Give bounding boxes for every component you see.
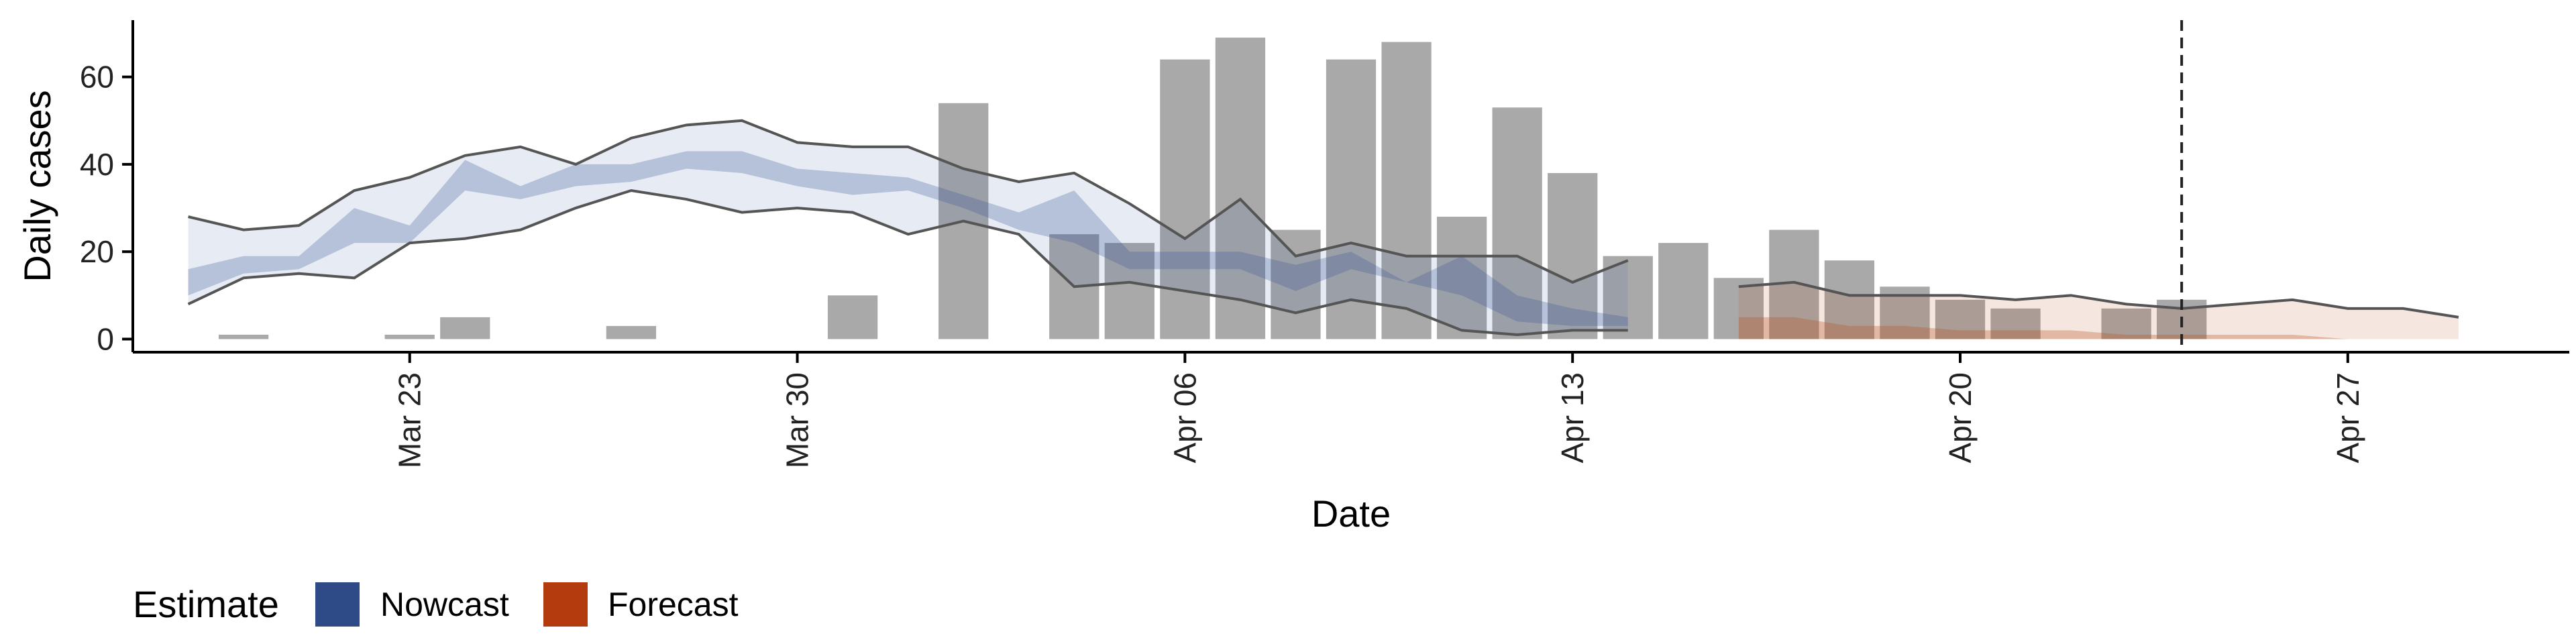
x-tick-label: Mar 23	[392, 372, 427, 468]
legend-title: Estimate	[133, 583, 279, 625]
bars-layer	[218, 38, 2207, 339]
y-tick-label: 20	[80, 234, 114, 269]
lines-layer	[187, 119, 2459, 336]
case-bar	[218, 334, 269, 339]
nowcast-lower-line	[187, 189, 1628, 336]
case-bar	[606, 325, 657, 339]
legend-label-forecast: Forecast	[608, 586, 739, 623]
y-tick-label: 40	[80, 147, 114, 182]
x-tick-label: Apr 06	[1167, 372, 1202, 464]
case-bar	[1658, 243, 1709, 339]
x-tick-label: Apr 27	[2330, 372, 2365, 464]
case-bar	[384, 334, 435, 339]
case-bar	[1548, 172, 1598, 339]
case-bar	[440, 317, 490, 339]
case-bar	[1713, 278, 1764, 339]
legend: Estimate Nowcast Forecast	[133, 582, 739, 627]
y-axis-title: Daily cases	[16, 90, 58, 282]
case-bar	[1935, 299, 1986, 339]
case-bar	[1603, 256, 1653, 339]
forecast-upper-line	[1738, 280, 2459, 319]
nowcast-50-band	[188, 151, 1628, 326]
x-tick-label: Mar 30	[780, 372, 815, 468]
x-tick-label: Apr 20	[1943, 372, 1978, 464]
case-bar	[1215, 38, 1266, 339]
case-bar	[1492, 107, 1542, 339]
case-bar	[2101, 308, 2151, 339]
legend-swatch-forecast	[543, 582, 588, 627]
legend-label-nowcast: Nowcast	[380, 586, 509, 623]
x-tick-label: Apr 13	[1555, 372, 1590, 464]
case-bar	[1381, 42, 1432, 339]
case-bar	[1104, 243, 1155, 339]
y-axis-ticks: 0 20 40 60	[80, 60, 133, 356]
case-bar	[1271, 229, 1321, 339]
y-tick-label: 0	[97, 321, 114, 356]
x-axis-title: Date	[1311, 492, 1391, 535]
nowcast-upper-line	[188, 119, 1629, 284]
y-tick-label: 60	[80, 60, 114, 95]
x-axis-ticks: Mar 23 Mar 30 Apr 06 Apr 13 Apr 20 Apr 27	[392, 352, 2365, 468]
forecast-50-band	[1738, 317, 2459, 339]
case-bar	[827, 295, 878, 339]
legend-swatch-nowcast	[315, 582, 360, 627]
case-bar	[1436, 217, 1487, 339]
case-bar	[1990, 308, 2041, 339]
case-bar	[1326, 59, 1377, 339]
case-bar	[1824, 260, 1875, 339]
nowcast-90-band	[188, 120, 1628, 335]
case-bar	[1160, 59, 1210, 339]
